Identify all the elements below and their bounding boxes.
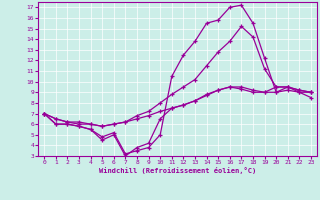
- X-axis label: Windchill (Refroidissement éolien,°C): Windchill (Refroidissement éolien,°C): [99, 167, 256, 174]
